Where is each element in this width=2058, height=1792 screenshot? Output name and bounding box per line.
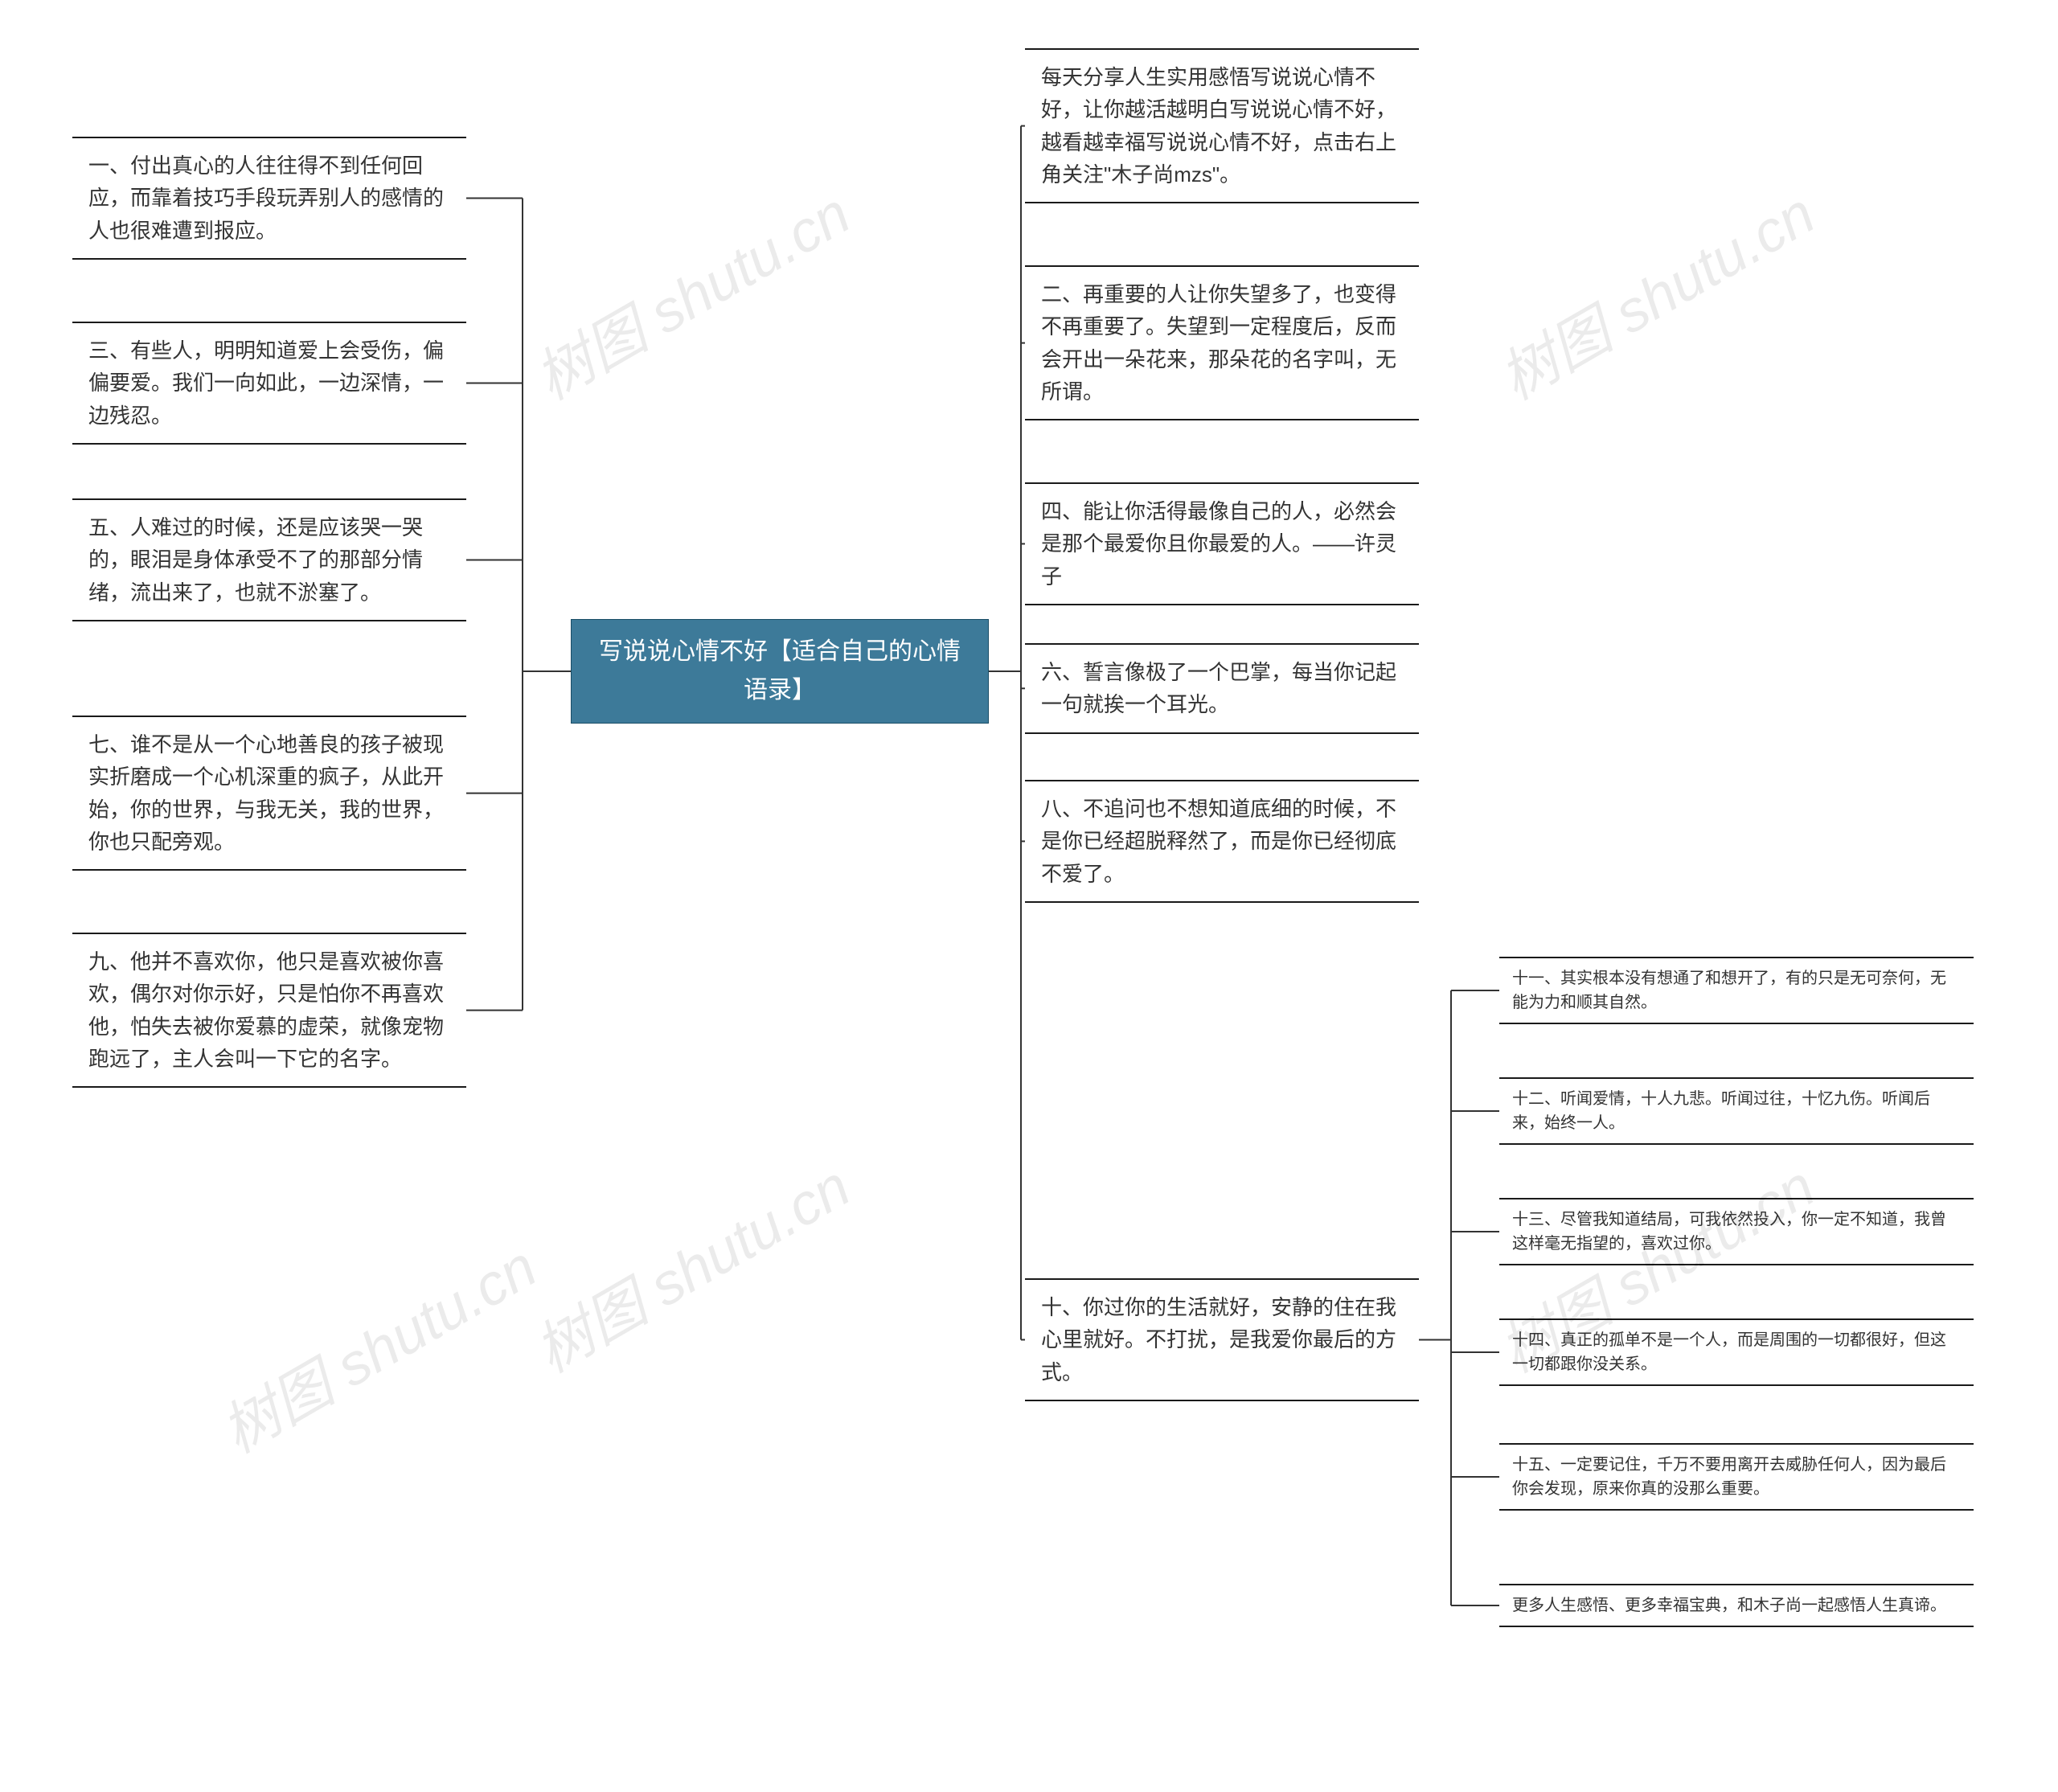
center-node[interactable]: 写说说心情不好【适合自己的心情语录】 xyxy=(571,619,989,724)
mindmap-node[interactable]: 五、人难过的时候，还是应该哭一哭的，眼泪是身体承受不了的那部分情绪，流出来了，也… xyxy=(72,498,466,621)
mindmap-node[interactable]: 八、不追问也不想知道底细的时候，不是你已经超脱释然了，而是你已经彻底不爱了。 xyxy=(1025,780,1419,903)
mindmap-node[interactable]: 更多人生感悟、更多幸福宝典，和木子尚一起感悟人生真谛。 xyxy=(1499,1584,1974,1627)
mindmap-node[interactable]: 每天分享人生实用感悟写说说心情不好，让你越活越明白写说说心情不好，越看越幸福写说… xyxy=(1025,48,1419,203)
watermark: 树图 shutu.cn xyxy=(517,167,863,416)
mindmap-node[interactable]: 六、誓言像极了一个巴掌，每当你记起一句就挨一个耳光。 xyxy=(1025,643,1419,734)
mindmap-node[interactable]: 十、你过你的生活就好，安静的住在我心里就好。不打扰，是我爱你最后的方式。 xyxy=(1025,1278,1419,1401)
mindmap-node[interactable]: 一、付出真心的人往往得不到任何回应，而靠着技巧手段玩弄别人的感情的人也很难遭到报… xyxy=(72,137,466,260)
mindmap-node[interactable]: 四、能让你活得最像自己的人，必然会是那个最爱你且你最爱的人。——许灵子 xyxy=(1025,482,1419,605)
mindmap-node[interactable]: 十二、听闻爱情，十人九悲。听闻过往，十忆九伤。听闻后来，始终一人。 xyxy=(1499,1077,1974,1145)
mindmap-node[interactable]: 七、谁不是从一个心地善良的孩子被现实折磨成一个心机深重的疯子，从此开始，你的世界… xyxy=(72,716,466,871)
mindmap-node[interactable]: 十三、尽管我知道结局，可我依然投入，你一定不知道，我曾这样毫无指望的，喜欢过你。 xyxy=(1499,1198,1974,1265)
mindmap-node[interactable]: 十五、一定要记住，千万不要用离开去威胁任何人，因为最后你会发现，原来你真的没那么… xyxy=(1499,1443,1974,1511)
watermark: 树图 shutu.cn xyxy=(1482,167,1827,416)
mindmap-node[interactable]: 九、他并不喜欢你，他只是喜欢被你喜欢，偶尔对你示好，只是怕你不再喜欢他，怕失去被… xyxy=(72,933,466,1088)
mindmap-node[interactable]: 十四、真正的孤单不是一个人，而是周围的一切都很好，但这一切都跟你没关系。 xyxy=(1499,1318,1974,1386)
mindmap-node[interactable]: 十一、其实根本没有想通了和想开了，有的只是无可奈何，无能为力和顺其自然。 xyxy=(1499,957,1974,1024)
mindmap-node[interactable]: 二、再重要的人让你失望多了，也变得不再重要了。失望到一定程度后，反而会开出一朵花… xyxy=(1025,265,1419,420)
watermark: 树图 shutu.cn xyxy=(203,1220,549,1469)
mindmap-node[interactable]: 三、有些人，明明知道爱上会受伤，偏偏要爱。我们一向如此，一边深情，一边残忍。 xyxy=(72,322,466,445)
watermark: 树图 shutu.cn xyxy=(517,1140,863,1388)
